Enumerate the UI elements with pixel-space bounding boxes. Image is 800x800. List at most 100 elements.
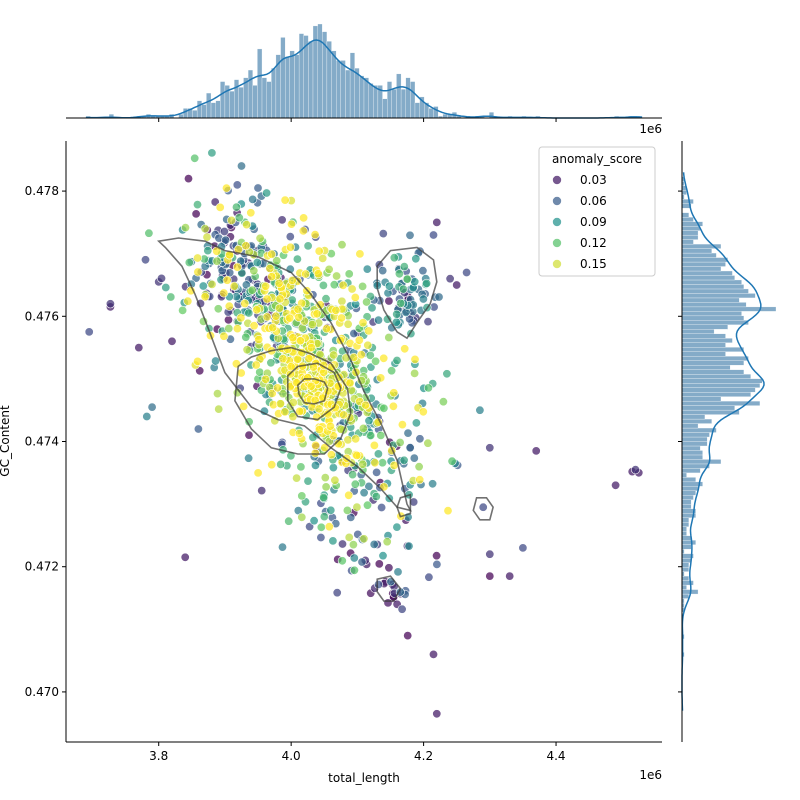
scatter-point bbox=[191, 209, 201, 219]
scatter-point bbox=[190, 153, 200, 163]
scatter-point bbox=[393, 567, 403, 577]
scatter-point bbox=[418, 294, 428, 304]
scatter-point bbox=[193, 356, 203, 366]
scatter-point bbox=[331, 305, 341, 315]
scatter-point bbox=[285, 242, 295, 252]
kde-contours bbox=[156, 237, 494, 602]
scatter-point bbox=[288, 333, 298, 343]
scatter-point bbox=[443, 506, 453, 516]
scatter-point bbox=[253, 468, 263, 478]
marginal-y-bar bbox=[681, 270, 733, 276]
scatter-point bbox=[389, 253, 399, 263]
scatter-point bbox=[285, 313, 295, 323]
scatter-point bbox=[251, 360, 261, 370]
scatter-point bbox=[267, 388, 277, 398]
scatter-point bbox=[373, 449, 383, 459]
marginal-x-bar bbox=[215, 100, 221, 119]
marginal-x-bar bbox=[387, 81, 392, 119]
scatter-point bbox=[312, 309, 322, 319]
scatter-point bbox=[272, 383, 282, 393]
scatter-point bbox=[296, 462, 306, 472]
scatter-point bbox=[362, 264, 372, 274]
scatter-point bbox=[402, 274, 412, 284]
marginal-y-bar bbox=[681, 526, 687, 532]
marginal-y-bar bbox=[681, 562, 690, 568]
marginal-x-bar bbox=[373, 85, 379, 119]
scatter-point bbox=[219, 227, 229, 237]
marginal-y-bar bbox=[681, 324, 728, 330]
scatter-point bbox=[262, 312, 272, 322]
scatter-point bbox=[297, 491, 307, 501]
scatter-point bbox=[262, 294, 272, 304]
scatter-point bbox=[409, 497, 419, 507]
legend-marker bbox=[552, 175, 562, 185]
scatter-point bbox=[423, 317, 433, 327]
scatter-point bbox=[350, 479, 360, 489]
scatter-point bbox=[244, 453, 254, 463]
scatter-point bbox=[319, 512, 329, 522]
legend-marker bbox=[552, 196, 562, 206]
marginal-y-bar bbox=[681, 499, 692, 505]
scatter-point bbox=[405, 230, 415, 240]
marginal-y-bar bbox=[681, 490, 696, 496]
scatter-point bbox=[362, 297, 372, 307]
scatter-point bbox=[105, 299, 115, 309]
scatter-point bbox=[418, 407, 428, 417]
kde-contour-7 bbox=[376, 575, 402, 602]
scatter-point bbox=[310, 448, 320, 458]
scatter-point bbox=[349, 565, 359, 575]
scatter-point bbox=[203, 246, 213, 256]
scatter-point bbox=[345, 378, 355, 388]
scatter-point bbox=[365, 350, 375, 360]
legend-frame bbox=[538, 146, 656, 277]
scatter-point bbox=[232, 202, 242, 212]
marginal-y-panel bbox=[678, 141, 777, 742]
scatter-point bbox=[277, 542, 287, 552]
marginal-x-bar bbox=[414, 102, 420, 119]
scatter-point bbox=[147, 402, 157, 412]
scatter-point bbox=[242, 220, 252, 230]
scatter-point bbox=[294, 312, 304, 322]
scatter-point bbox=[428, 479, 438, 489]
marginal-y-bar bbox=[681, 261, 726, 267]
scatter-point bbox=[184, 174, 194, 184]
scatter-point bbox=[310, 460, 320, 470]
kde-contour-8 bbox=[396, 493, 412, 518]
scatter-point bbox=[275, 294, 285, 304]
scatter-point bbox=[214, 404, 224, 414]
scatter-point bbox=[396, 298, 406, 308]
marginal-y-bar bbox=[681, 311, 742, 317]
marginal-x-bar bbox=[410, 81, 416, 119]
scatter-point bbox=[330, 475, 340, 485]
scatter-point bbox=[442, 369, 452, 379]
kde-contour-4 bbox=[287, 362, 342, 421]
scatter-point bbox=[193, 424, 203, 434]
scatter-point bbox=[221, 235, 231, 245]
scatter-point bbox=[423, 438, 433, 448]
scatter-point bbox=[219, 288, 229, 298]
marginal-x-bar bbox=[317, 23, 323, 119]
scatter-point bbox=[142, 411, 152, 421]
scatter-point bbox=[295, 336, 305, 346]
scatter-point bbox=[332, 271, 342, 281]
scatter-point bbox=[373, 315, 383, 325]
marginal-x-bar bbox=[252, 85, 258, 119]
scatter-point bbox=[359, 534, 369, 544]
scatter-point bbox=[379, 403, 389, 413]
scatter-point bbox=[237, 161, 247, 171]
marginal-y-bar bbox=[681, 544, 692, 550]
marginal-y-bar bbox=[681, 378, 763, 384]
scatter-point bbox=[328, 431, 338, 441]
scatter-point bbox=[414, 462, 424, 472]
scatter-point bbox=[134, 343, 144, 353]
scatter-point bbox=[293, 304, 303, 314]
scatter-point bbox=[347, 284, 357, 294]
scatter-point bbox=[418, 266, 428, 276]
scatter-point bbox=[397, 604, 407, 614]
scatter-point bbox=[358, 281, 368, 291]
marginal-y-bar bbox=[681, 199, 694, 204]
marginal-x-bar bbox=[294, 54, 300, 119]
marginal-y-bar bbox=[681, 320, 749, 325]
scatter-point bbox=[299, 213, 309, 223]
scatter-point bbox=[392, 522, 402, 532]
